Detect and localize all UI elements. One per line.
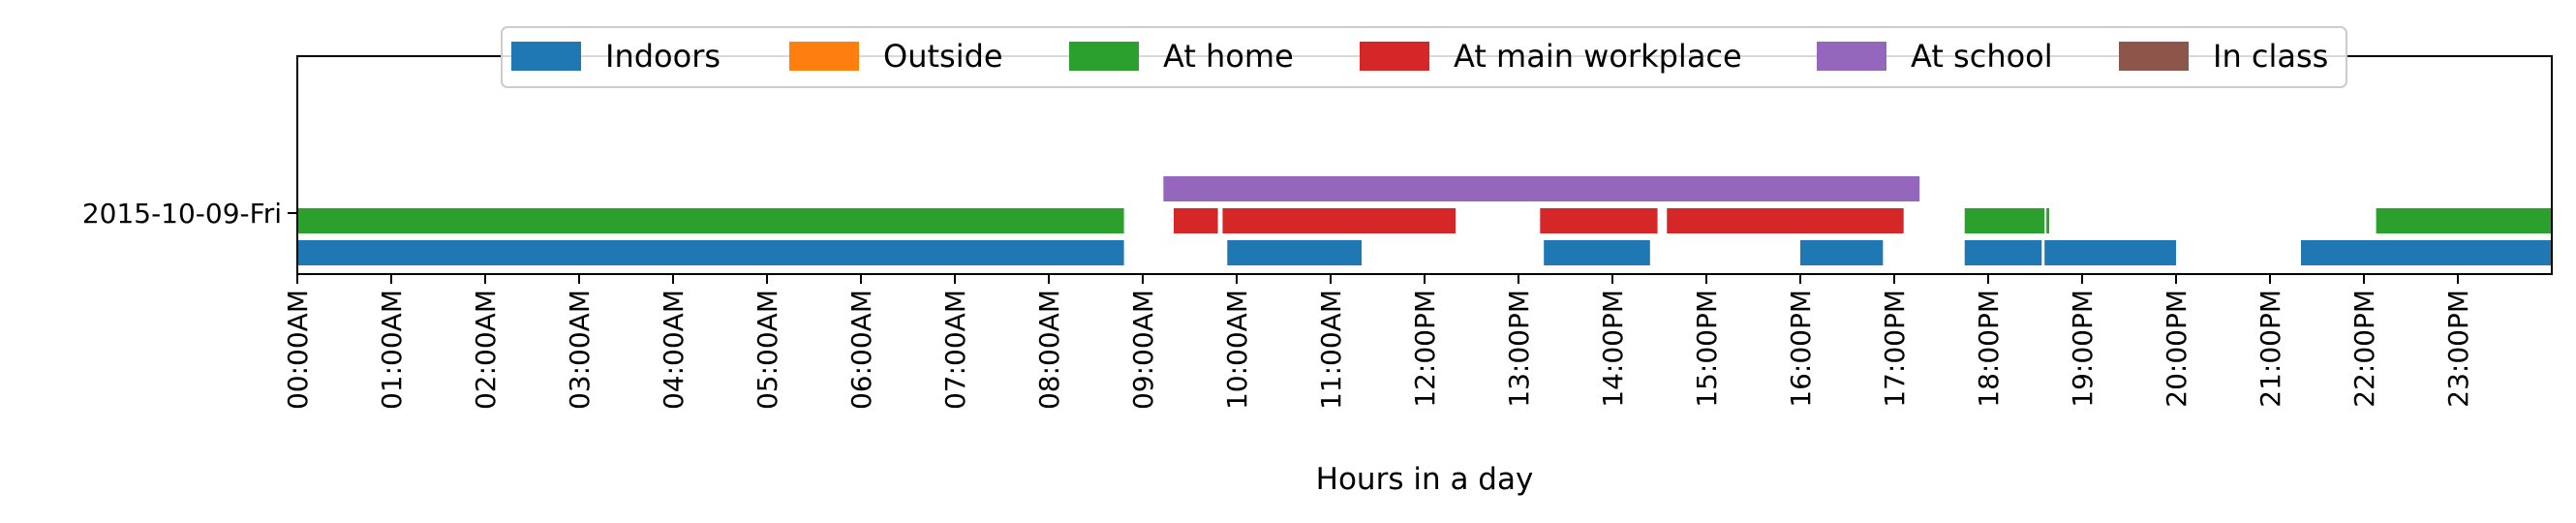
bar-at-home-1	[1964, 208, 2045, 233]
x-tick-label: 16:00PM	[1785, 290, 1817, 408]
legend-label: At school	[1911, 38, 2053, 75]
bar-indoors-1	[1227, 240, 1363, 265]
bar-at-main-workplace-3	[1667, 208, 1904, 233]
x-tick-label: 02:00AM	[470, 290, 502, 410]
bar-indoors-6	[2301, 240, 2552, 265]
x-tick-label: 07:00AM	[939, 290, 971, 410]
x-tick-label: 09:00AM	[1127, 290, 1159, 410]
bar-indoors-0	[297, 240, 1124, 265]
bar-at-main-workplace-0	[1174, 208, 1218, 233]
x-tick-label: 01:00AM	[376, 290, 408, 410]
legend-label: At main workplace	[1454, 38, 1742, 75]
bar-at-home-0	[297, 208, 1124, 233]
bar-at-main-workplace-2	[1540, 208, 1658, 233]
x-tick-label: 06:00AM	[845, 290, 877, 410]
legend-swatch	[1817, 42, 1886, 71]
y-tick-label: 2015-10-09-Fri	[82, 198, 282, 230]
x-tick-label: 15:00PM	[1691, 290, 1723, 408]
x-tick-label: 14:00PM	[1597, 290, 1629, 408]
x-tick-label: 10:00AM	[1221, 290, 1253, 410]
legend-swatch	[789, 42, 859, 71]
x-tick-label: 19:00PM	[2067, 290, 2099, 408]
x-tick-label: 23:00PM	[2442, 290, 2474, 408]
x-tick-label: 11:00AM	[1315, 290, 1347, 410]
bar-at-home-2	[2046, 208, 2050, 233]
x-tick-label: 08:00AM	[1033, 290, 1065, 410]
bar-at-school-0	[1163, 176, 1920, 201]
legend-label: At home	[1163, 38, 1294, 75]
y-axis-ticks: 2015-10-09-Fri	[82, 198, 297, 230]
legend-swatch	[511, 42, 581, 71]
x-tick-label: 05:00AM	[751, 290, 783, 410]
x-axis-label: Hours in a day	[1316, 462, 1534, 497]
legend-label: Outside	[883, 38, 1003, 75]
bar-at-home-3	[2376, 208, 2552, 233]
bar-indoors-4	[1964, 240, 2042, 265]
bar-indoors-2	[1544, 240, 1650, 265]
x-tick-label: 00:00AM	[282, 290, 314, 410]
x-tick-label: 18:00PM	[1973, 290, 2005, 408]
legend: Indoors Outside At home At main workplace At…	[501, 26, 2347, 88]
legend-label: In class	[2213, 38, 2328, 75]
x-tick-label: 03:00AM	[564, 290, 596, 410]
bar-indoors-3	[1800, 240, 1884, 265]
x-tick-label: 04:00AM	[658, 290, 690, 410]
legend-swatch	[1360, 42, 1429, 71]
x-tick-label: 22:00PM	[2348, 290, 2380, 408]
activity-bars	[297, 176, 2552, 265]
x-tick-label: 12:00PM	[1409, 290, 1441, 408]
legend-swatch	[1069, 42, 1139, 71]
bar-indoors-5	[2044, 240, 2176, 265]
x-tick-label: 13:00PM	[1503, 290, 1535, 408]
x-tick-label: 17:00PM	[1879, 290, 1911, 408]
x-tick-label: 21:00PM	[2254, 290, 2286, 408]
bar-at-main-workplace-1	[1222, 208, 1457, 233]
x-tick-label: 20:00PM	[2161, 290, 2193, 408]
legend-swatch	[2119, 42, 2189, 71]
x-axis-ticks: 00:00AM 01:00AM 02:00AM 03:00AM 04:00AM 05:00…	[282, 274, 2474, 410]
legend-label: Indoors	[605, 38, 721, 75]
